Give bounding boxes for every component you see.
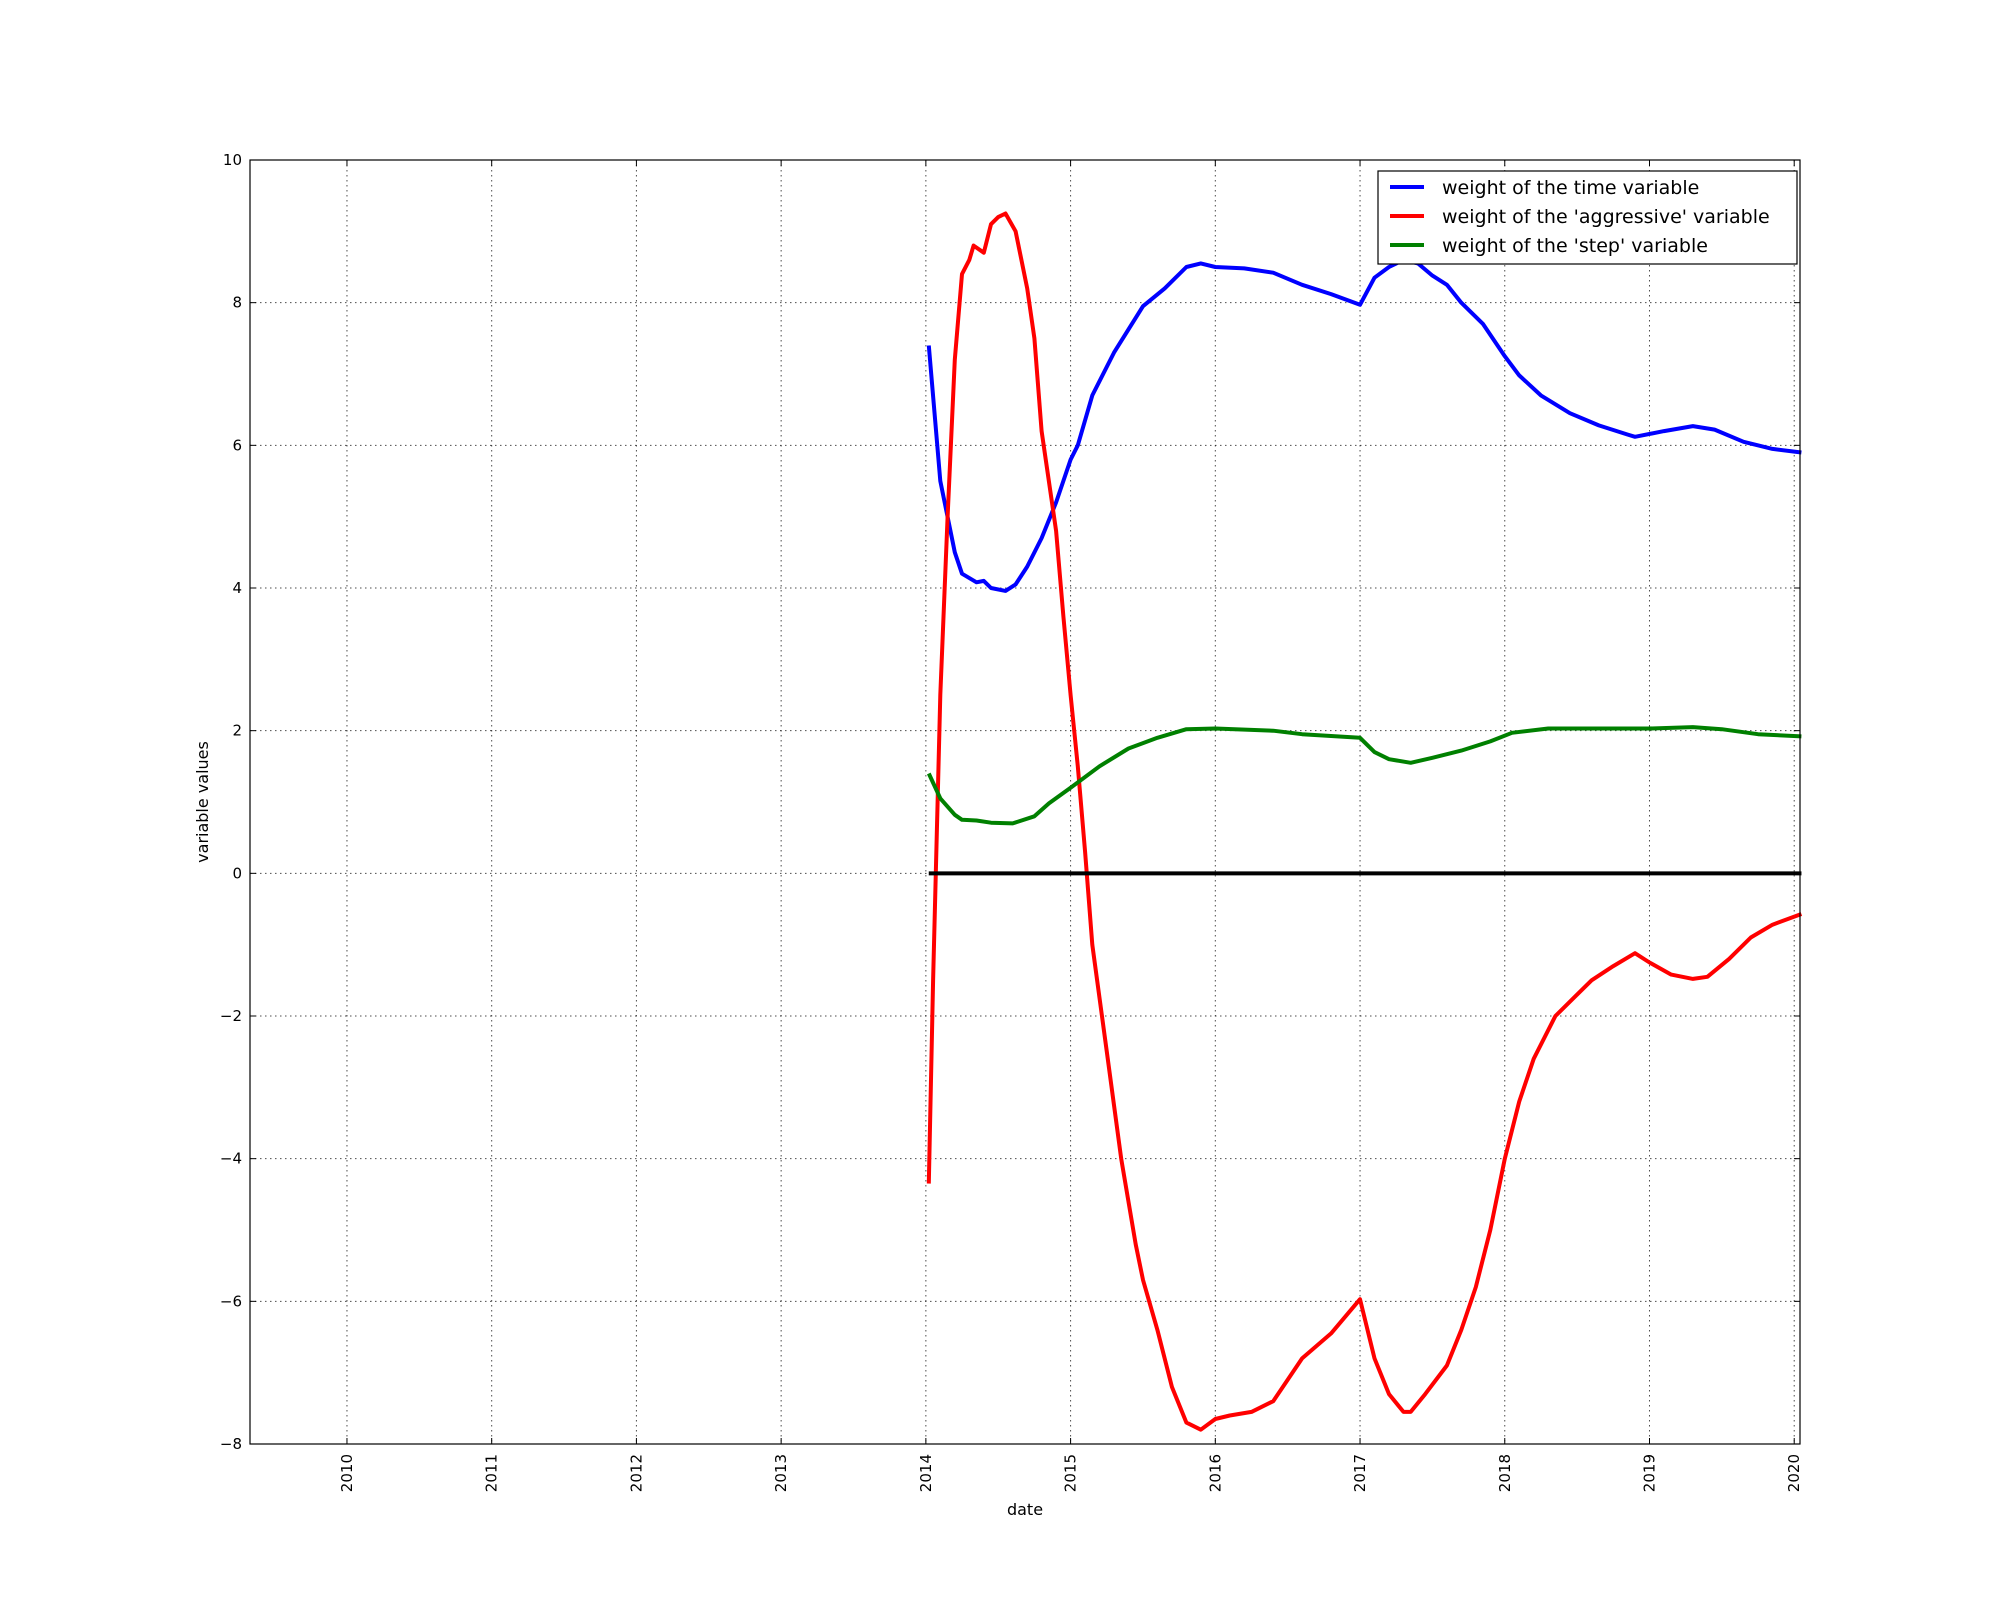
y-tick-label: −2 [220,1007,242,1025]
x-tick-label: 2011 [483,1454,501,1492]
legend-label: weight of the time variable [1442,177,1699,199]
y-tick-label: −8 [220,1435,242,1453]
x-tick-label: 2018 [1496,1454,1514,1492]
x-tick-label: 2015 [1062,1454,1080,1492]
legend-label: weight of the 'aggressive' variable [1442,206,1770,228]
x-tick-label: 2019 [1640,1454,1658,1492]
x-tick-label: 2012 [627,1454,645,1492]
series-lines [926,211,1803,1432]
plot-frame [249,159,1801,1445]
x-tick-label: 2016 [1206,1454,1224,1492]
x-axis-label: date [1007,1500,1043,1519]
y-tick-label: 4 [232,579,242,597]
y-tick-label: 10 [223,151,242,169]
y-tick-label: −6 [220,1292,242,1310]
x-tick-label: 2014 [917,1454,935,1492]
legend-box [1377,170,1798,265]
legend-label: weight of the 'step' variable [1442,235,1708,257]
ticks: 2010 2011 2012 2013 2014 2015 2016 2017 2018 2019… [220,151,1803,1492]
x-tick-label: 2017 [1351,1454,1369,1492]
legend: weight of the time variable weight of the… [1377,170,1798,265]
y-axis-label: variable values [193,741,212,863]
y-tick-label: 2 [232,722,242,740]
series-line-2 [926,725,1802,826]
series-line-1 [926,211,1803,1432]
x-tick-label: 2013 [772,1454,790,1492]
x-tick-label: 2010 [338,1454,356,1492]
grid [250,159,1800,1445]
y-tick-label: −4 [220,1150,242,1168]
y-tick-label: 6 [232,436,242,454]
y-tick-label: 0 [232,864,242,882]
y-tick-label: 8 [232,294,242,312]
x-tick-label: 2020 [1785,1454,1803,1492]
series-line-0 [926,257,1802,593]
